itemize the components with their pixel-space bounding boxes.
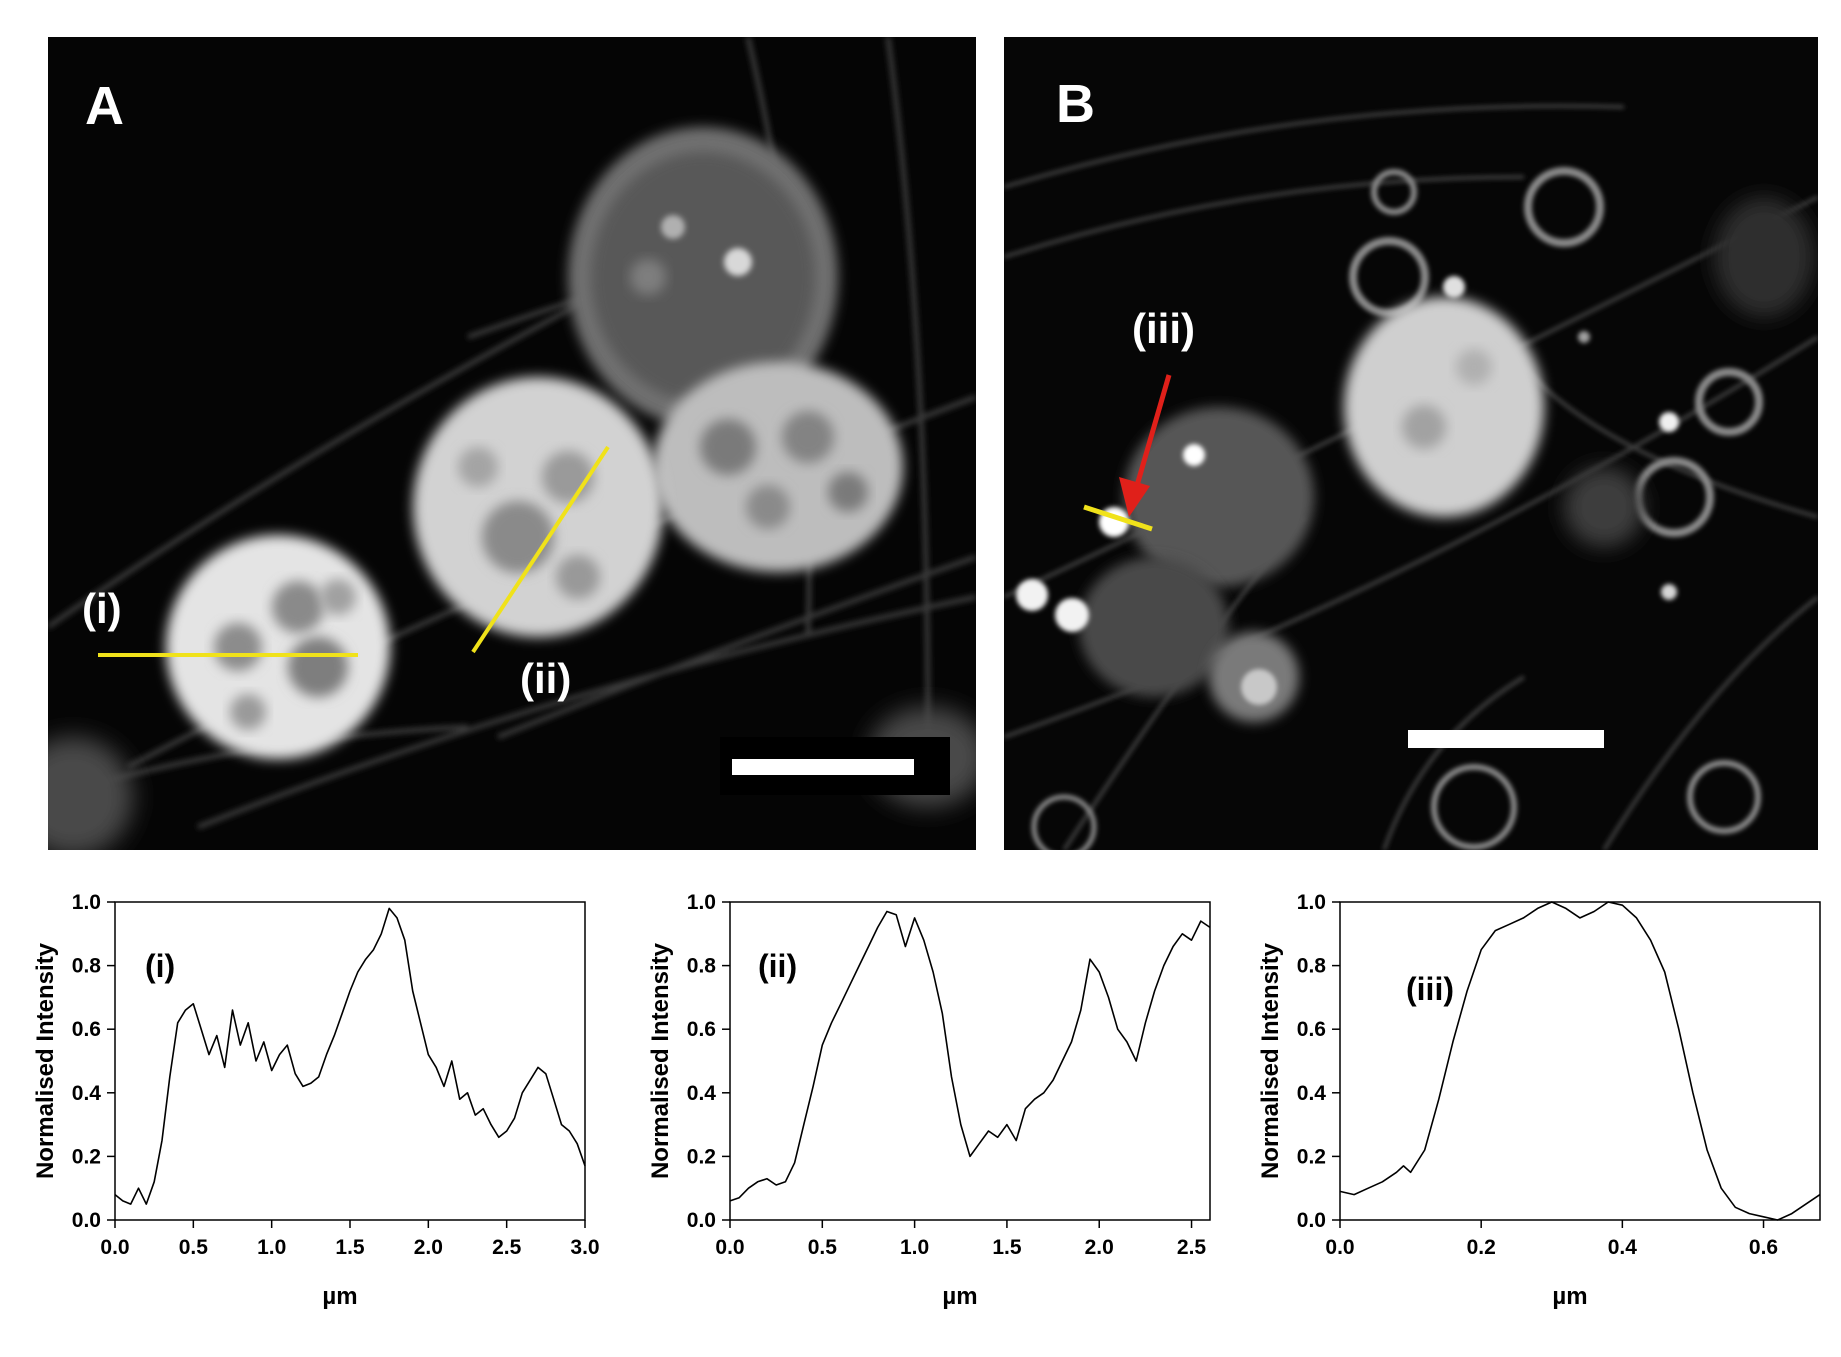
x-tick-label: 0.0 (100, 1236, 129, 1259)
micrograph-panel-a: A (i) (ii) (48, 37, 976, 850)
y-tick-label: 0.2 (1297, 1145, 1326, 1168)
line-profile-chart-i: 0.0 0.2 0.4 0.6 0.8 1.0 0.0 0.5 1.0 1.5 2.0 2.5 3.0 µ… (32, 891, 600, 1310)
line-label-i: (i) (82, 585, 122, 632)
x-tick-label: 1.5 (992, 1236, 1022, 1259)
intensity-profile-line (114, 907, 586, 1205)
x-tick-label: 1.0 (257, 1236, 286, 1259)
panel-letter-b: B (1056, 74, 1095, 134)
y-tick-label: 1.0 (687, 891, 716, 914)
line-profile-chart-ii: 0.0 0.2 0.4 0.6 0.8 1.0 0.0 0.5 1.0 1.5 2.0 2.5 µm No… (647, 891, 1211, 1310)
y-tick-label: 0.4 (687, 1082, 717, 1105)
y-tick-label: 0.8 (687, 955, 717, 978)
plot-frame (114, 901, 586, 1221)
x-tick-label: 2.5 (1177, 1236, 1207, 1259)
profile-line-ii (471, 445, 610, 654)
plot-frame (729, 901, 1211, 1221)
y-tick-label: 1.0 (72, 891, 101, 914)
x-tick-label: 3.0 (570, 1236, 599, 1259)
x-axis-title: µm (1552, 1283, 1587, 1310)
y-tick-label: 0.6 (1297, 1018, 1326, 1041)
y-tick-label: 0.4 (1297, 1082, 1327, 1105)
line-label-iii: (iii) (1132, 305, 1195, 352)
line-profile-chart-iii: 0.0 0.2 0.4 0.6 0.8 1.0 0.0 0.2 0.4 0.6 µm Normalis… (1257, 891, 1821, 1310)
bright-puncta (1016, 276, 1679, 632)
cell-right (653, 362, 903, 572)
intensity-profile-line (1339, 901, 1821, 1221)
y-tick-label: 0.0 (687, 1209, 716, 1232)
plot-label: (i) (145, 948, 175, 984)
y-tick-label: 0.2 (72, 1145, 101, 1168)
micrograph-panel-b: B (iii) (1004, 37, 1818, 850)
plot-label: (ii) (758, 948, 797, 984)
x-tick-label: 0.0 (715, 1236, 744, 1259)
y-tick-label: 0.2 (687, 1145, 716, 1168)
y-tick-label: 0.6 (687, 1018, 716, 1041)
line-profile-plot-ii: 0.0 0.2 0.4 0.6 0.8 1.0 0.0 0.5 1.0 1.5 2.0 2.5 µm No… (620, 880, 1220, 1357)
line-profile-plot-iii: 0.0 0.2 0.4 0.6 0.8 1.0 0.0 0.2 0.4 0.6 µm Normalis… (1240, 880, 1840, 1357)
y-axis-title: Normalised Intensity (32, 942, 59, 1179)
x-tick-label: 1.5 (335, 1236, 365, 1259)
plot-label: (iii) (1406, 971, 1454, 1007)
y-tick-label: 0.0 (72, 1209, 101, 1232)
line-label-ii: (ii) (520, 655, 572, 702)
cell-top (568, 127, 838, 427)
x-tick-label: 0.5 (808, 1236, 838, 1259)
profile-line-iii (1083, 504, 1153, 532)
micrograph-b-image (1004, 37, 1818, 850)
scale-bar-a (732, 759, 914, 775)
y-tick-label: 0.8 (1297, 955, 1327, 978)
y-tick-label: 0.4 (72, 1082, 102, 1105)
x-tick-label: 2.0 (1085, 1236, 1114, 1259)
x-tick-label: 1.0 (900, 1236, 929, 1259)
plot-frame (1339, 901, 1821, 1221)
micrograph-a-image (48, 37, 976, 850)
y-tick-label: 0.6 (72, 1018, 101, 1041)
vesicle-rings (1031, 167, 1763, 850)
cell-left (166, 535, 390, 759)
x-tick-label: 2.0 (414, 1236, 443, 1259)
y-axis-title: Normalised Intensity (647, 942, 674, 1179)
panel-letter-a: A (85, 76, 124, 136)
y-axis-title: Normalised Intensity (1257, 942, 1284, 1179)
x-tick-label: 0.6 (1749, 1236, 1778, 1259)
x-tick-label: 0.2 (1467, 1236, 1496, 1259)
x-tick-label: 0.5 (179, 1236, 209, 1259)
y-tick-label: 0.8 (72, 955, 102, 978)
x-tick-label: 2.5 (492, 1236, 522, 1259)
x-axis-title: µm (942, 1283, 977, 1310)
x-tick-label: 0.4 (1608, 1236, 1638, 1259)
line-profile-plot-i: 0.0 0.2 0.4 0.6 0.8 1.0 0.0 0.5 1.0 1.5 2.0 2.5 3.0 µ… (0, 880, 600, 1357)
x-axis-title: µm (322, 1283, 357, 1310)
x-tick-label: 0.0 (1325, 1236, 1354, 1259)
red-arrow (1119, 374, 1172, 517)
intensity-profile-line (729, 910, 1211, 1202)
cell-bright (1344, 297, 1544, 517)
y-tick-label: 1.0 (1297, 891, 1326, 914)
scale-bar-b (1408, 730, 1604, 748)
y-tick-label: 0.0 (1297, 1209, 1326, 1232)
cell-middle (413, 377, 663, 637)
